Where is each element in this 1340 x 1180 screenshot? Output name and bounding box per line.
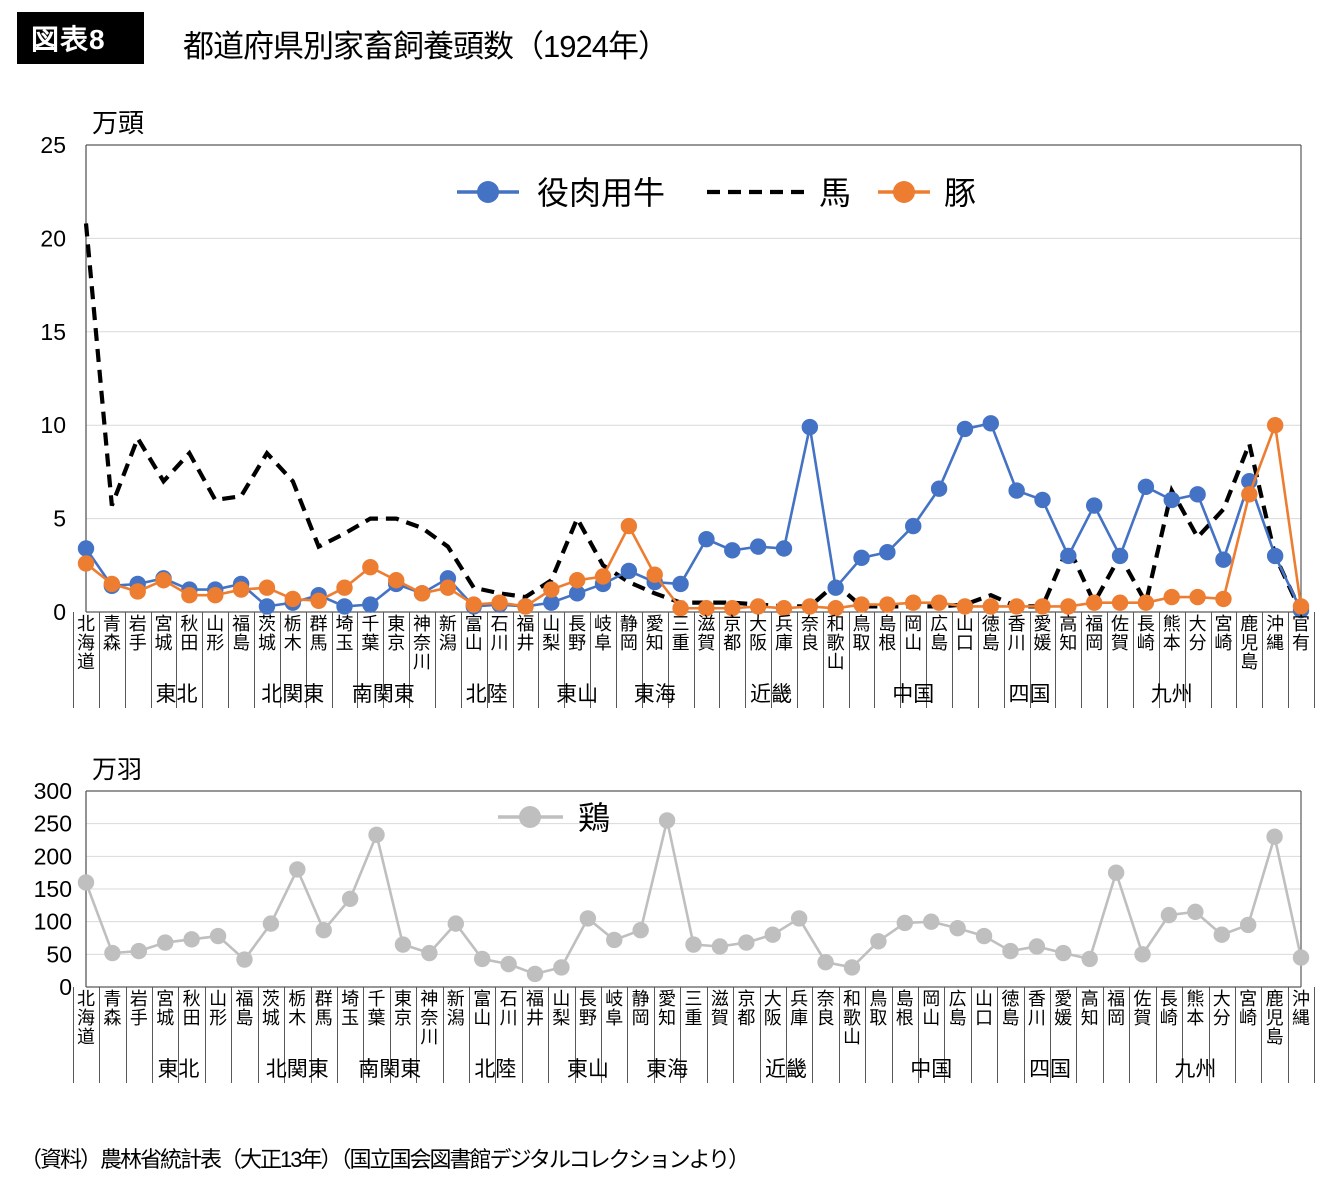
svg-text:100: 100 [34, 909, 72, 935]
svg-text:0: 0 [59, 974, 72, 1000]
svg-text:50: 50 [46, 941, 72, 967]
svg-text:鶏: 鶏 [578, 800, 610, 836]
svg-text:300: 300 [34, 778, 72, 804]
svg-text:200: 200 [34, 843, 72, 869]
svg-text:150: 150 [34, 876, 72, 902]
svg-text:250: 250 [34, 811, 72, 837]
